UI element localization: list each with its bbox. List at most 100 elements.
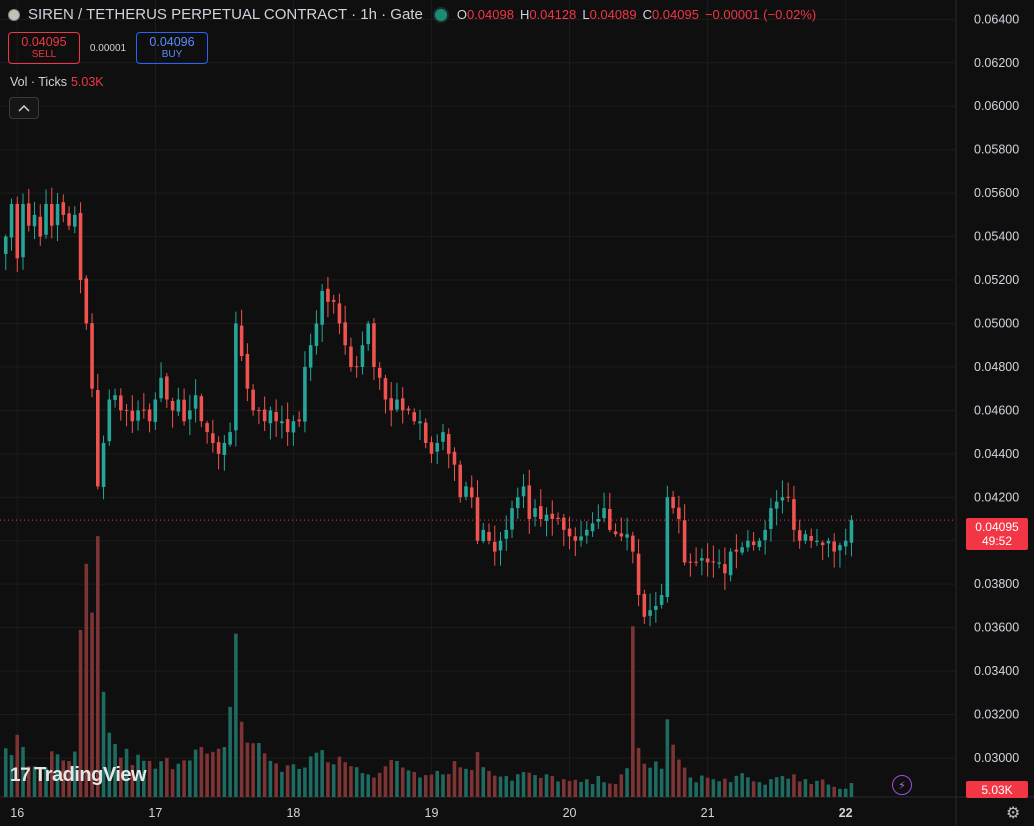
candle-body — [521, 486, 526, 497]
candle — [746, 530, 750, 552]
candle-body — [763, 529, 767, 541]
ohlc-high: H0.04128 — [519, 7, 577, 22]
volume-bar — [101, 691, 106, 797]
candle — [567, 516, 572, 550]
volume-bar — [498, 776, 503, 797]
candle — [245, 343, 250, 402]
volume-bar — [239, 721, 244, 797]
candle-body — [538, 506, 543, 519]
volume-bar — [682, 767, 687, 797]
candle-body — [797, 530, 802, 541]
candle-body — [113, 395, 117, 400]
price-axis[interactable]: 0.06400 0.06200 0.06000 0.05800 0.05600 0.054… — [974, 12, 1019, 765]
candle — [228, 422, 232, 447]
volume-bar — [700, 775, 704, 797]
buy-button[interactable]: 0.04096 BUY — [136, 32, 208, 64]
price-tick-label: 0.03600 — [974, 621, 1019, 635]
candle — [188, 394, 192, 436]
symbol-legend: SIREN / TETHERUS PERPETUAL CONTRACT · 1h… — [8, 6, 816, 23]
volume-bar — [21, 747, 25, 797]
volume-bar — [694, 782, 698, 797]
candle-body — [38, 216, 43, 237]
time-axis[interactable]: 16 17 18 19 20 21 22 — [10, 806, 852, 820]
volume-legend[interactable]: Vol · Ticks 5.03K — [10, 75, 104, 89]
tradingview-logo[interactable]: 17 TradingView — [10, 764, 147, 787]
candle-body — [849, 520, 854, 543]
ohlc-low: L0.04089 — [582, 7, 637, 22]
candle-body — [234, 323, 238, 431]
volume-bar — [193, 749, 198, 797]
volume-bar — [61, 760, 66, 797]
candle-body — [550, 513, 555, 519]
candle — [573, 527, 578, 557]
volume-bar — [492, 775, 497, 797]
candle — [688, 553, 693, 577]
candle — [205, 420, 209, 444]
collapse-legend-button[interactable] — [9, 97, 39, 119]
candle — [654, 591, 658, 623]
candle — [96, 373, 100, 490]
gear-icon[interactable]: ⚙ — [1006, 805, 1021, 822]
candle-body — [452, 451, 457, 465]
candle-body — [239, 325, 244, 357]
volume-bar — [556, 781, 560, 797]
candle-body — [665, 497, 670, 598]
candle — [90, 313, 94, 398]
candle — [274, 399, 278, 437]
candle-body — [55, 204, 60, 226]
candle-body — [625, 534, 629, 538]
volume-bar — [291, 764, 296, 797]
volume-bar — [809, 783, 813, 797]
candle-body — [458, 464, 463, 498]
volume-bar — [297, 768, 301, 797]
candle-body — [326, 288, 330, 302]
candle — [61, 194, 66, 223]
candle-body — [792, 499, 796, 530]
candle-body — [688, 561, 693, 563]
candle-body — [475, 497, 480, 541]
candle-body — [498, 540, 503, 551]
sell-button[interactable]: 0.04095 SELL — [8, 32, 80, 64]
candle-body — [142, 409, 146, 411]
candle-body — [746, 540, 750, 548]
candle — [9, 198, 14, 251]
candle — [757, 537, 762, 551]
volume-bar — [107, 732, 112, 797]
volume-bar — [464, 768, 468, 797]
volume-bar — [326, 762, 330, 797]
candle-body — [734, 549, 739, 552]
candle-body — [268, 410, 273, 424]
candle-body — [648, 610, 652, 616]
lightning-icon[interactable]: ⚡ — [892, 775, 912, 795]
volume-bar — [199, 747, 204, 797]
candle — [613, 523, 618, 537]
volume-bar — [130, 765, 135, 797]
candle — [815, 528, 819, 547]
candle-body — [446, 434, 451, 454]
candle — [596, 504, 601, 529]
candle — [119, 388, 123, 421]
volume-bar — [280, 771, 284, 797]
candle-body — [786, 496, 790, 498]
candle-body — [843, 540, 848, 547]
chart-title[interactable]: SIREN / TETHERUS PERPETUAL CONTRACT · 1h… — [28, 6, 423, 23]
chevron-up-icon — [18, 104, 30, 112]
volume-bar — [832, 786, 836, 797]
candle-body — [21, 204, 25, 258]
candle — [469, 475, 474, 508]
price-tick-label: 0.05800 — [974, 143, 1019, 157]
candle-body — [193, 395, 198, 409]
volume-bar — [740, 773, 744, 797]
volume-bar — [377, 772, 382, 797]
candle — [84, 275, 89, 330]
buy-label: BUY — [161, 49, 183, 60]
trade-panel: 0.04095 SELL 0.00001 0.04096 BUY — [8, 32, 208, 64]
volume-bar — [820, 779, 825, 797]
candle-body — [107, 399, 112, 442]
candle-body — [441, 432, 445, 442]
price-tick-label: 0.06400 — [974, 12, 1019, 26]
volume-bar — [815, 780, 819, 797]
candle-body — [602, 508, 606, 519]
volume-bar — [412, 771, 417, 797]
